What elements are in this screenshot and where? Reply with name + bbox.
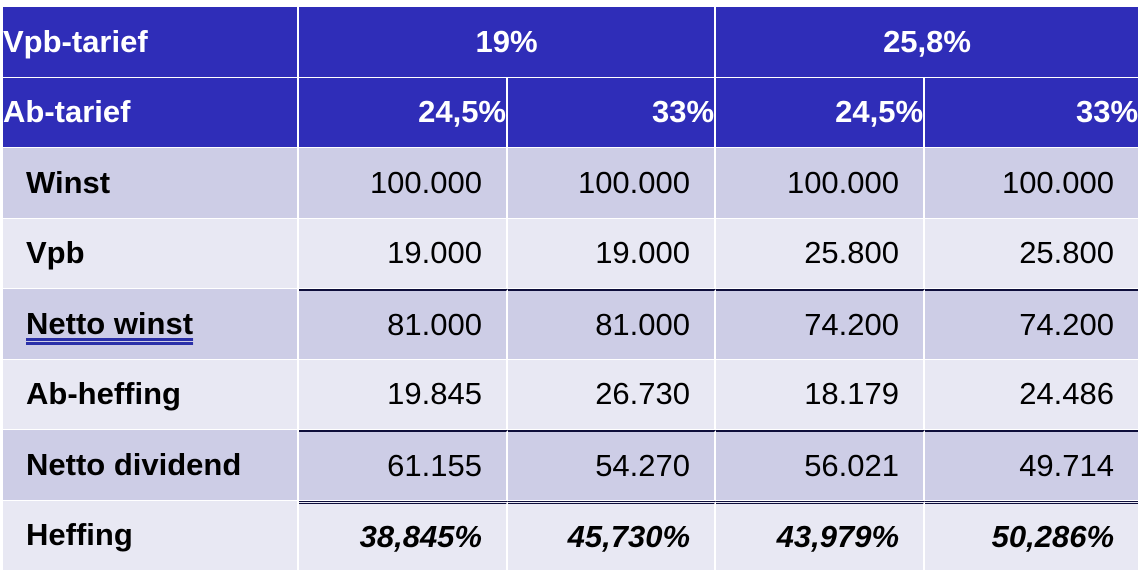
ab-rate-cell: 24,5% [716,77,926,148]
value-cell: 100.000 [299,148,508,219]
value-cell: 81.000 [299,289,508,360]
ab-rate-cell: 24,5% [299,77,508,148]
tax-comparison-table: Vpb-tarief 19% 25,8% Ab-tarief 24,5% 33%… [3,7,1139,571]
row-vpb: Vpb 19.000 19.000 25.800 25.800 [3,218,1139,289]
value-cell: 81.000 [508,289,717,360]
value-cell: 74.200 [925,289,1139,360]
netto-winst-label: Netto winst [26,305,194,341]
row-ab-heffing: Ab-heffing 19.845 26.730 18.179 24.486 [3,359,1139,430]
row-heffing: Heffing 38,845% 45,730% 43,979% 50,286% [3,500,1139,571]
row-label: Vpb [3,218,299,289]
percentage-cell: 38,845% [299,500,508,571]
value-cell: 61.155 [299,430,508,501]
row-label: Netto dividend [3,430,299,501]
row-label: Netto winst [3,289,299,360]
percentage-cell: 43,979% [716,500,926,571]
value-cell: 19.845 [299,359,508,430]
vpb-group-25-8: 25,8% [716,7,1139,78]
value-cell: 24.486 [925,359,1139,430]
row-label: Ab-heffing [3,359,299,430]
value-cell: 56.021 [716,430,926,501]
row-netto-dividend: Netto dividend 61.155 54.270 56.021 49.7… [3,430,1139,501]
value-cell: 49.714 [925,430,1139,501]
value-cell: 100.000 [925,148,1139,219]
row-label: Heffing [3,500,299,571]
row-netto-winst: Netto winst 81.000 81.000 74.200 74.200 [3,289,1139,360]
vpb-tarief-label: Vpb-tarief [3,7,299,78]
ab-tarief-label: Ab-tarief [3,77,299,148]
value-cell: 25.800 [716,218,926,289]
vpb-group-19: 19% [299,7,717,78]
header-row-vpb: Vpb-tarief 19% 25,8% [3,7,1139,78]
ab-rate-cell: 33% [925,77,1139,148]
value-cell: 18.179 [716,359,926,430]
value-cell: 54.270 [508,430,717,501]
value-cell: 26.730 [508,359,717,430]
percentage-cell: 45,730% [508,500,717,571]
row-winst: Winst 100.000 100.000 100.000 100.000 [3,148,1139,219]
value-cell: 74.200 [716,289,926,360]
value-cell: 100.000 [716,148,926,219]
percentage-cell: 50,286% [925,500,1139,571]
value-cell: 100.000 [508,148,717,219]
ab-rate-cell: 33% [508,77,717,148]
value-cell: 25.800 [925,218,1139,289]
value-cell: 19.000 [299,218,508,289]
value-cell: 19.000 [508,218,717,289]
header-row-ab: Ab-tarief 24,5% 33% 24,5% 33% [3,77,1139,148]
row-label: Winst [3,148,299,219]
